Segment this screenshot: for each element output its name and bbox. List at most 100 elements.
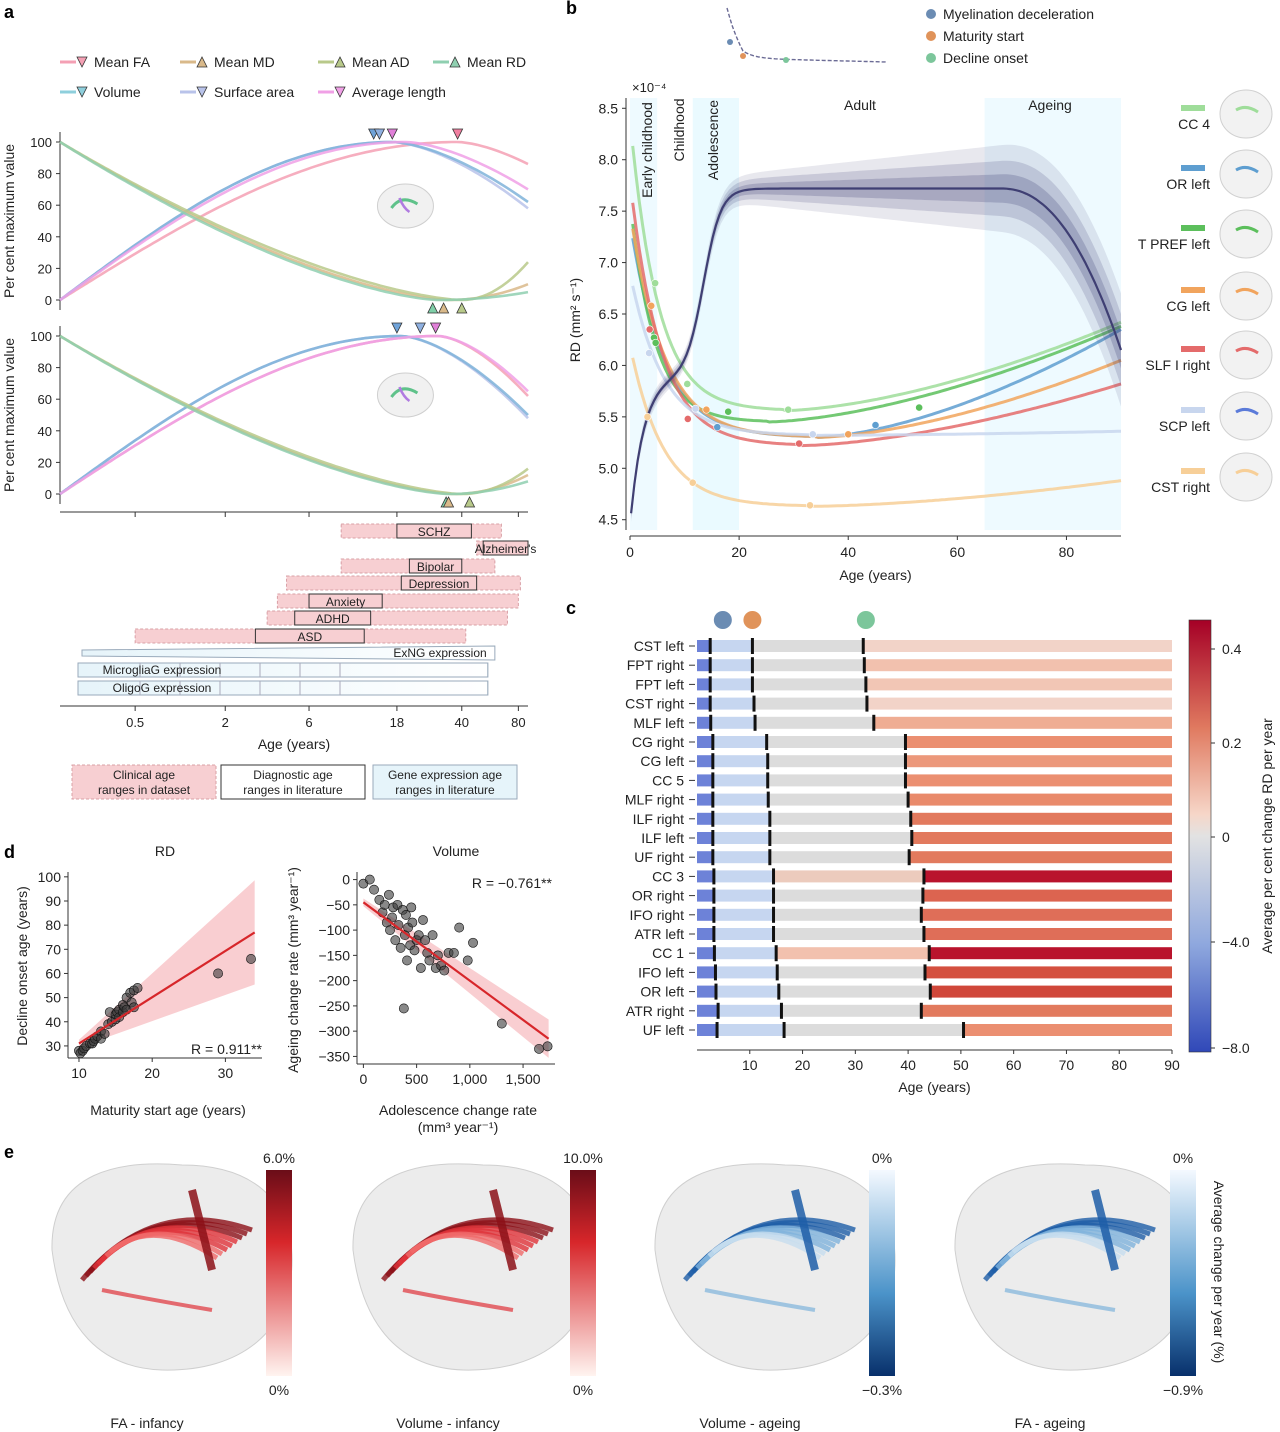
trajectory-segment: [697, 966, 716, 979]
tract-label: CST right: [1151, 479, 1210, 495]
curve-mean-ad: [59, 140, 529, 302]
curve-average-length: [59, 334, 529, 496]
milestone-tick: [774, 945, 778, 962]
trajectory-segment: [697, 774, 713, 787]
colorbar: [1188, 619, 1212, 1053]
y-tick-label: 7.5: [599, 203, 619, 219]
milestone-tick: [708, 695, 712, 712]
brain-silhouette: [654, 1163, 896, 1371]
x-tick-label: 1,500: [506, 1071, 541, 1087]
trajectory-segment: [769, 851, 910, 864]
milestone-tick: [865, 695, 869, 712]
trajectory-segment: [776, 947, 930, 960]
peak-marker: [386, 128, 398, 140]
peak-marker: [414, 322, 426, 334]
y-tick-label: 40: [38, 424, 52, 439]
legend-label: Average length: [352, 84, 446, 100]
legend-label: Maturity start: [943, 28, 1024, 44]
trajectory-segment: [697, 793, 713, 806]
tract-curve-scp-left: [631, 285, 1121, 437]
trajectory-segment: [929, 947, 1172, 960]
trajectory-segment: [697, 908, 714, 921]
x-tick-label: 40: [900, 1057, 916, 1073]
colorbar-tick-label: −4.0: [1222, 934, 1250, 950]
data-point: [395, 942, 406, 953]
legend-box: [372, 764, 518, 800]
legend-dot: [926, 53, 936, 63]
milestone-tick: [766, 772, 770, 789]
tract-icon: [398, 197, 411, 214]
data-point: [407, 917, 418, 928]
milestone-tick: [922, 868, 926, 885]
fibre-tract: [101, 1288, 213, 1312]
panel-b: Early childhood Childhood Adolescence Adult…: [567, 6, 1273, 583]
trajectory-segment: [752, 640, 864, 652]
trajectory-segment: [712, 774, 768, 787]
brain-icon: [1219, 391, 1273, 441]
disorder-label: Anxiety: [326, 595, 365, 609]
x-tick-label: 50: [953, 1057, 969, 1073]
tract-label: IFO left: [638, 964, 684, 980]
x-tick-label: 10: [742, 1057, 758, 1073]
trajectory-segment: [713, 889, 774, 902]
expression-label: ExNG expression: [393, 646, 486, 660]
trajectory-segment: [911, 832, 1172, 844]
colorbar-tick-label: 0: [1222, 829, 1230, 845]
y-tick-label: −300: [318, 1023, 350, 1039]
legend-label: Myelination deceleration: [943, 6, 1094, 22]
x-tick-label: 40: [455, 715, 469, 730]
milestone-tick: [712, 926, 716, 942]
milestone-tick: [782, 1022, 786, 1038]
brain-icon: [1219, 330, 1273, 380]
milestone-tick: [766, 753, 770, 770]
trajectory-segment: [910, 812, 1172, 825]
legend-marker: [334, 56, 346, 68]
milestone-point: [784, 405, 793, 414]
milestone-tick: [714, 983, 718, 1000]
scatter-title: Volume: [433, 843, 480, 859]
data-point: [398, 1003, 409, 1014]
milestone-tick: [919, 1002, 923, 1019]
milestone-tick: [909, 810, 913, 827]
trajectory-segment: [922, 889, 1172, 902]
trajectory-segment: [923, 928, 1172, 940]
x-tick-label: 0: [359, 1071, 367, 1087]
peak-marker: [373, 128, 386, 140]
y-tick-label: 40: [38, 230, 52, 245]
milestone-tick: [772, 887, 776, 904]
milestone-tick: [711, 753, 715, 770]
x-axis-label: Age (years): [258, 736, 330, 752]
stage-label: Childhood: [671, 98, 687, 161]
milestone-tick: [772, 868, 776, 885]
trajectory-segment: [715, 966, 778, 979]
trajectory-segment: [697, 697, 711, 710]
panel-label-c: c: [566, 598, 576, 618]
trajectory-segment: [766, 736, 906, 748]
tract-icon: [1235, 105, 1259, 114]
peak-marker: [391, 322, 403, 334]
trajectory-segment: [697, 640, 711, 652]
x-tick-label: 80: [1111, 1057, 1127, 1073]
x-axis-label: Age (years): [839, 567, 911, 583]
data-point: [418, 915, 428, 925]
tract-label: CG right: [632, 734, 684, 750]
curve-average-length: [59, 140, 529, 302]
trajectory-segment: [905, 736, 1172, 748]
scatter-title: RD: [155, 843, 175, 859]
milestone-point: [688, 478, 697, 487]
y-tick-label: 60: [38, 392, 52, 407]
y-tick-label: 7.0: [599, 255, 619, 271]
milestone-tick: [927, 945, 931, 962]
tract-swatch: [1181, 287, 1205, 293]
curve-mean-rd: [59, 140, 529, 302]
x-tick-label: 18: [390, 715, 404, 730]
stage-band: [739, 98, 985, 530]
milestone-tick: [768, 849, 772, 866]
data-point: [401, 910, 411, 920]
trajectory-segment: [697, 928, 714, 940]
y-axis-label: Decline onset age (years): [14, 886, 30, 1046]
trajectory-segment: [697, 851, 713, 864]
trajectory-segment: [773, 928, 924, 940]
tract-label: OR right: [632, 888, 684, 904]
milestone-tick: [922, 926, 926, 942]
